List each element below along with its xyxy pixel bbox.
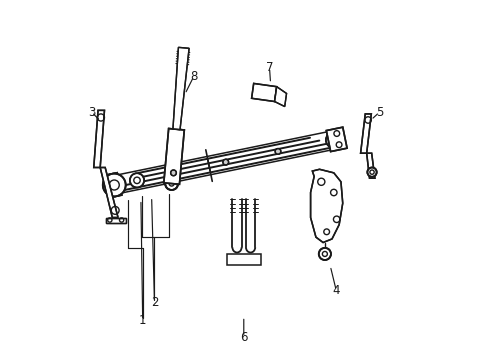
Polygon shape <box>106 217 125 223</box>
Polygon shape <box>163 129 184 184</box>
Text: 3: 3 <box>88 105 95 119</box>
Circle shape <box>366 167 376 177</box>
Text: 7: 7 <box>265 61 273 74</box>
Polygon shape <box>366 153 374 178</box>
Bar <box>226 254 260 265</box>
Text: 5: 5 <box>375 105 383 119</box>
Circle shape <box>130 173 144 188</box>
Polygon shape <box>108 173 122 197</box>
Polygon shape <box>325 127 346 152</box>
Circle shape <box>325 132 341 148</box>
Polygon shape <box>94 111 104 167</box>
Circle shape <box>170 170 176 176</box>
Polygon shape <box>274 87 286 107</box>
Polygon shape <box>310 169 342 243</box>
Circle shape <box>165 177 178 190</box>
Circle shape <box>102 174 125 197</box>
Polygon shape <box>100 167 118 217</box>
Text: 8: 8 <box>190 70 197 83</box>
Text: 4: 4 <box>332 284 339 297</box>
Circle shape <box>318 248 330 260</box>
Circle shape <box>223 159 228 165</box>
Text: 2: 2 <box>150 296 158 309</box>
Circle shape <box>275 149 280 154</box>
Polygon shape <box>360 114 370 153</box>
Text: 1: 1 <box>139 314 146 327</box>
Polygon shape <box>173 48 189 130</box>
Text: 6: 6 <box>240 331 247 344</box>
Polygon shape <box>251 84 276 102</box>
